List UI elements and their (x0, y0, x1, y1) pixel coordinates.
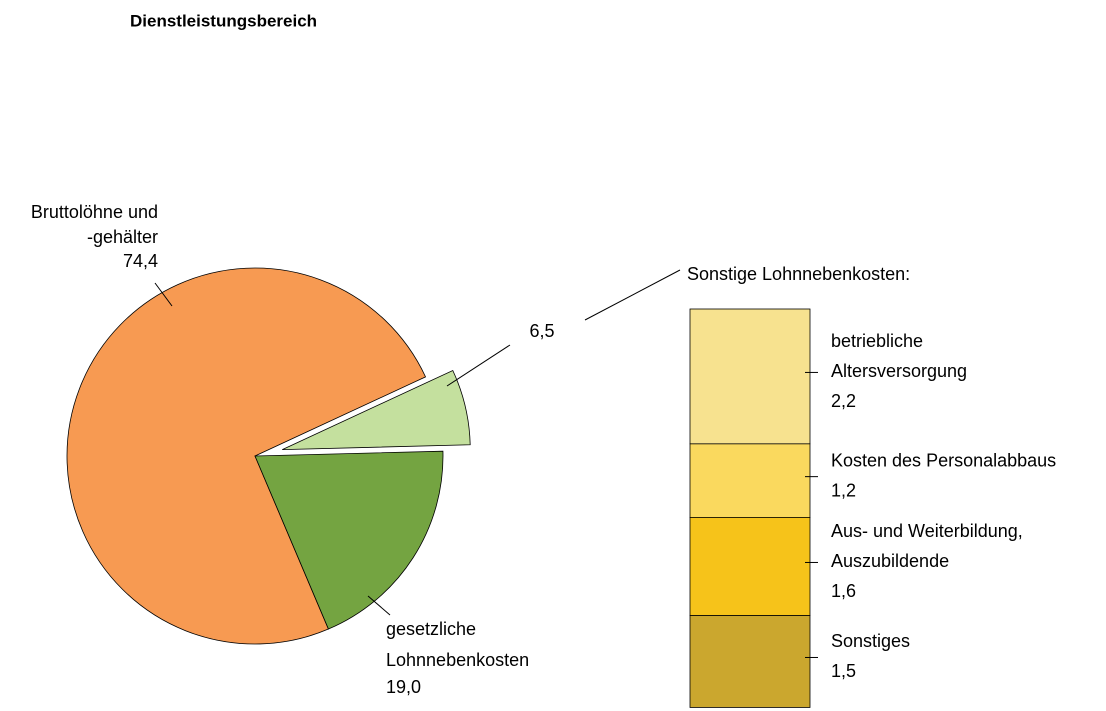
pie-slice (66, 267, 427, 645)
slice-label: Bruttolöhne und (31, 202, 158, 222)
leader-line (367, 595, 391, 616)
slice-value-label: 74,4 (123, 251, 158, 271)
pie-slice (254, 450, 444, 630)
segment-value-label: 1,6 (831, 581, 856, 601)
bar-segment (689, 443, 811, 518)
segment-label: Kosten des Personalabbaus (831, 450, 1056, 470)
slice-label: gesetzliche (386, 619, 476, 639)
segment-value-label: 1,5 (831, 661, 856, 681)
segment-value-label: 2,2 (831, 391, 856, 411)
bar-segment (689, 308, 811, 445)
chart-title: Dienstleistungsbereich (130, 11, 317, 30)
bar-segment (689, 517, 811, 616)
segment-label: betriebliche (831, 331, 923, 351)
bar-title: Sonstige Lohnnebenkosten: (687, 264, 910, 284)
leader-line (154, 282, 173, 307)
connector-line (584, 269, 681, 321)
slice-value-label: 6,5 (529, 321, 554, 341)
pie-slice (282, 369, 471, 451)
bar-segment (689, 615, 811, 708)
segment-label: Sonstiges (831, 631, 910, 651)
slice-value-label: 19,0 (386, 677, 421, 697)
slice-label: -gehälter (87, 227, 158, 247)
segment-label: Aus- und Weiterbildung, (831, 521, 1023, 541)
segment-label: Altersversorgung (831, 361, 967, 381)
leader-line (446, 344, 511, 387)
segment-value-label: 1,2 (831, 480, 856, 500)
slice-label: Lohnnebenkosten (386, 650, 529, 670)
segment-label: Auszubildende (831, 551, 949, 571)
